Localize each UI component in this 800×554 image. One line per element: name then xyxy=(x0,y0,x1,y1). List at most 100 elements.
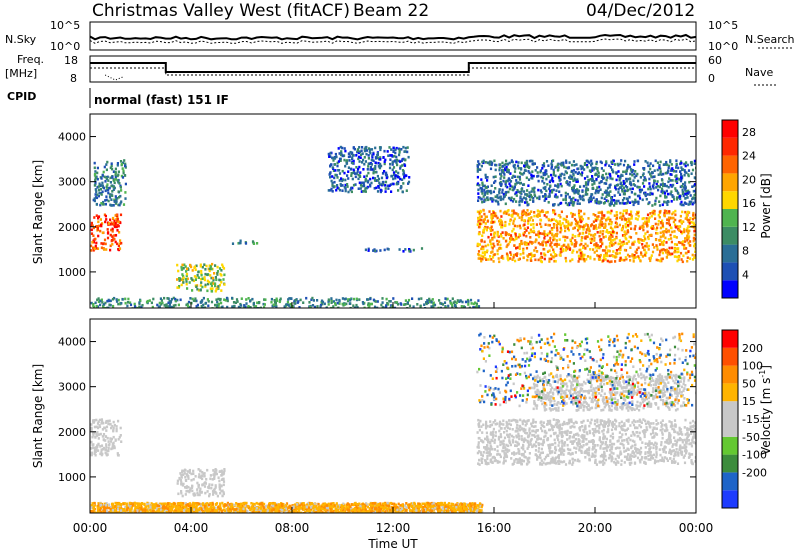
ground-scatter-cell xyxy=(629,424,632,427)
power-echo-cell xyxy=(537,179,540,183)
power-echo-cell xyxy=(625,177,628,181)
power-echo-cell xyxy=(185,274,188,278)
nsky-tick-low: 10^0 xyxy=(50,40,80,53)
ground-scatter-cell xyxy=(479,419,482,423)
ground-scatter-cell xyxy=(685,437,689,440)
power-echo-cell xyxy=(120,200,123,203)
ground-scatter-cell xyxy=(687,439,691,442)
power-echo-cell xyxy=(298,306,301,308)
power-echo-cell xyxy=(489,160,492,163)
power-echo-cell xyxy=(390,148,393,151)
ground-scatter-cell xyxy=(528,427,531,430)
power-echo-cell xyxy=(589,178,592,181)
power-echo-cell xyxy=(661,219,664,223)
power-echo-cell xyxy=(118,203,121,207)
power-echo-cell xyxy=(665,189,668,193)
power-echo-cell xyxy=(114,221,117,225)
power-echo-cell xyxy=(501,225,504,229)
power-echo-cell xyxy=(534,169,537,172)
power-echo-cell xyxy=(615,216,619,220)
power-echo-cell xyxy=(655,196,658,200)
power-echo-cell xyxy=(663,184,667,188)
ground-scatter-cell xyxy=(602,463,605,466)
ground-scatter-cell xyxy=(98,424,101,427)
ground-scatter-cell xyxy=(610,446,613,450)
power-echo-cell xyxy=(117,190,120,193)
power-echo-cell xyxy=(355,166,358,169)
ground-scatter-cell xyxy=(661,423,664,426)
power-echo-cell xyxy=(218,283,221,287)
power-echo-cell xyxy=(611,168,614,171)
power-echo-cell xyxy=(560,184,563,188)
ground-scatter-cell xyxy=(563,444,566,447)
power-echo-cell xyxy=(653,169,656,172)
ground-scatter-cell xyxy=(602,457,605,460)
power-panel-background xyxy=(90,114,696,308)
power-echo-cell xyxy=(331,175,334,178)
power-echo-cell xyxy=(572,249,575,252)
power-echo-cell xyxy=(215,278,218,282)
power-echo-cell xyxy=(402,182,405,185)
power-echo-cell xyxy=(688,211,691,214)
ground-scatter-cell xyxy=(221,489,224,493)
power-echo-cell xyxy=(618,193,622,196)
power-echo-cell xyxy=(503,176,506,179)
power-echo-cell xyxy=(215,298,218,301)
ground-scatter-cell xyxy=(199,469,202,472)
power-echo-cell xyxy=(115,298,118,301)
power-echo-cell xyxy=(511,188,514,191)
power-echo-cell xyxy=(483,188,486,192)
power-echo-cell xyxy=(616,225,619,229)
power-echo-cell xyxy=(523,227,526,230)
power-echo-cell xyxy=(609,173,612,176)
power-echo-cell xyxy=(637,246,640,250)
power-echo-cell xyxy=(354,183,357,186)
power-echo-cell xyxy=(629,246,632,249)
ground-scatter-cell xyxy=(486,457,489,461)
power-echo-cell xyxy=(635,200,638,204)
power-echo-cell xyxy=(576,180,579,183)
power-echo-cell xyxy=(193,275,196,278)
power-echo-cell xyxy=(613,238,616,241)
ground-scatter-cell xyxy=(220,469,223,473)
ground-scatter-cell xyxy=(581,425,584,428)
power-echo-cell xyxy=(545,189,548,193)
power-echo-cell xyxy=(579,185,582,188)
power-echo-cell xyxy=(528,231,531,235)
power-echo-cell xyxy=(619,246,622,249)
power-echo-cell xyxy=(665,241,668,244)
power-echo-cell xyxy=(358,298,361,301)
power-echo-cell xyxy=(586,187,589,191)
power-echo-cell xyxy=(648,182,651,185)
power-echo-cell xyxy=(203,278,206,282)
power-echo-cell xyxy=(659,183,662,186)
power-echo-cell xyxy=(367,303,370,307)
ground-scatter-cell xyxy=(644,446,647,449)
ground-scatter-cell xyxy=(480,459,483,462)
power-echo-cell xyxy=(376,174,379,178)
power-echo-cell xyxy=(670,216,673,220)
power-echo-cell xyxy=(477,196,480,199)
ground-scatter-cell xyxy=(499,455,502,459)
power-echo-cell xyxy=(599,188,602,191)
power-echo-cell xyxy=(402,157,405,161)
ground-scatter-cell xyxy=(594,427,597,431)
power-echo-cell xyxy=(609,226,612,229)
power-echo-cell xyxy=(599,211,602,214)
power-echo-cell xyxy=(558,238,561,241)
ground-scatter-cell xyxy=(575,447,578,450)
power-echo-cell xyxy=(518,203,521,207)
ground-scatter-cell xyxy=(539,461,542,465)
ground-scatter-cell xyxy=(94,435,97,439)
power-echo-cell xyxy=(668,211,671,215)
power-echo-cell xyxy=(527,178,531,181)
power-echo-cell xyxy=(506,185,509,189)
ground-scatter-cell xyxy=(687,428,690,431)
power-echo-cell xyxy=(648,216,651,219)
ground-scatter-cell xyxy=(652,431,655,435)
power-echo-cell xyxy=(222,278,225,281)
power-echo-cell xyxy=(232,301,236,304)
power-echo-cell xyxy=(578,232,581,235)
power-echo-cell xyxy=(601,224,604,227)
power-echo-cell xyxy=(119,186,122,189)
